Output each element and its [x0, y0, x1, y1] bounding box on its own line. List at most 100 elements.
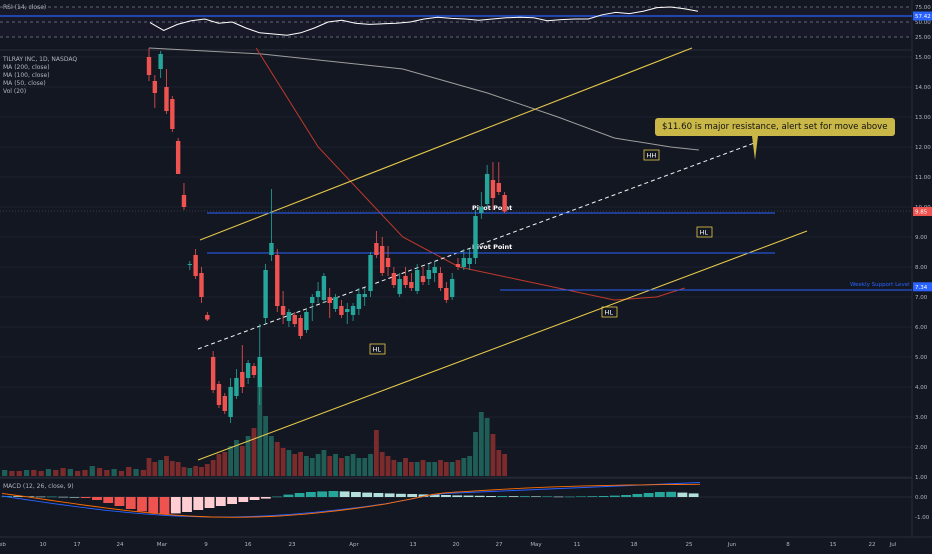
volume-bar	[133, 469, 139, 476]
price-tick-label: 1.00	[915, 475, 928, 481]
candle-body	[420, 276, 426, 282]
macd-hist-bar	[486, 496, 496, 497]
macd-hist-bar	[114, 497, 125, 506]
candle-body	[240, 372, 245, 387]
volume-bar	[286, 450, 292, 476]
macd-hist-bar	[339, 491, 350, 497]
hl-label-1: HL	[373, 346, 382, 354]
macd-hist-bar	[260, 497, 271, 499]
legend-ma100[interactable]: MA (100, close)	[3, 72, 50, 79]
volume-bar	[315, 454, 321, 476]
macd-hist-bar	[373, 493, 384, 497]
candle-body	[467, 258, 472, 264]
candlesticks[interactable]	[146, 48, 507, 423]
time-tick-label: 15	[830, 542, 837, 548]
volume-bar	[274, 442, 280, 476]
volume-bar	[234, 440, 239, 476]
time-axis[interactable]: Feb 10 17 24 Mar 9 16 23 Apr 13 20 27 May 11 18 25 Jun 8 1…	[0, 542, 897, 548]
support-price-label: 7.34	[915, 285, 928, 291]
candle-body	[222, 396, 227, 411]
price-tick-label: 13.00	[915, 115, 931, 121]
volume-bar	[216, 454, 222, 476]
time-tick-label: 22	[869, 542, 876, 548]
volume-bar	[158, 460, 164, 476]
time-tick-label: 25	[686, 542, 693, 548]
macd-hist-bar	[47, 496, 57, 498]
macd-hist-bar	[621, 495, 631, 497]
hl-label-2-box	[601, 306, 618, 318]
candle-body	[339, 306, 344, 315]
macd-hist-bar	[609, 495, 620, 497]
macd-hist-bar	[598, 496, 609, 497]
macd-hist-bar	[92, 497, 102, 500]
channel-upper-line	[199, 47, 693, 241]
candle-body	[403, 276, 408, 285]
channel-lower-line	[197, 230, 808, 461]
legend-ma200[interactable]: MA (200, close)	[3, 64, 50, 71]
hl-label-1-box	[369, 343, 386, 355]
candle-body	[187, 264, 193, 265]
time-tick-label: 9	[204, 542, 208, 548]
macd-hist-bar	[474, 495, 485, 497]
volume-bar	[126, 467, 132, 476]
macd-hist-bar	[182, 497, 192, 512]
candle-body	[310, 297, 315, 303]
volume-bar	[362, 458, 368, 476]
volume-bar	[484, 418, 490, 476]
macd-hist-bar	[328, 491, 339, 497]
volume-bar	[140, 470, 146, 476]
support-price-tag	[913, 282, 932, 292]
volume-bar	[397, 462, 403, 476]
volume-bar	[304, 456, 309, 476]
legend-vol[interactable]: Vol (20)	[3, 88, 27, 95]
candle-body	[479, 207, 484, 213]
volume-bar	[368, 454, 373, 476]
volume-bar	[199, 467, 204, 476]
rsi-tick-label: 25.00	[915, 35, 931, 41]
candle-body	[444, 288, 449, 300]
volume-bar	[169, 461, 175, 476]
volume-bar	[443, 462, 449, 476]
candle-body	[502, 195, 507, 212]
macd-hist-bar	[654, 492, 665, 497]
time-tick-label: 18	[631, 542, 638, 548]
macd-hist-bar	[215, 497, 226, 506]
macd-hist-bar	[283, 494, 294, 497]
time-tick-label: 27	[496, 542, 503, 548]
macd-hist-bar	[553, 496, 564, 498]
legend-ma50[interactable]: MA (50, close)	[3, 80, 46, 87]
volume-bar	[31, 470, 37, 476]
candle-body	[170, 99, 175, 129]
macd-hist-bar	[125, 497, 136, 509]
candle-body	[426, 270, 432, 279]
macd-hist-bar	[58, 496, 69, 498]
macd-hist-bar	[576, 496, 586, 497]
volume-bar	[23, 470, 30, 476]
macd-hist-bar	[463, 495, 474, 497]
macd-hist-bar	[351, 492, 361, 497]
macd-hist-bar	[452, 495, 463, 497]
volume-bar	[9, 471, 15, 476]
volume-bar	[350, 454, 356, 476]
trend-drawings[interactable]: Pivot Point Pivot Point Weekly Support Lev…	[0, 47, 912, 461]
time-tick-label: Jul	[889, 542, 897, 548]
volume-bar	[111, 469, 117, 476]
legend-symbol[interactable]: TILRAY INC, 1D, NASDAQ	[3, 56, 78, 63]
ma-50-line	[255, 47, 685, 301]
macd-hist-bar	[294, 493, 305, 497]
macd-hist-bar	[13, 496, 24, 497]
resistance-callout[interactable]: $11.60 is major resistance, alert set fo…	[655, 118, 895, 136]
volume-bar	[38, 471, 44, 476]
rsi-band	[0, 7, 912, 37]
price-tick-label: 5.00	[915, 355, 928, 361]
candle-body	[146, 57, 152, 75]
macd-hist-bar	[384, 493, 395, 497]
macd-hist-bar	[103, 497, 114, 503]
candle-body	[175, 141, 181, 174]
candle-body	[455, 264, 461, 267]
volume-bar	[426, 462, 432, 476]
price-axis[interactable]: 15.0014.0013.0012.0011.0010.009.008.007.…	[913, 55, 932, 481]
current-price-tag	[913, 207, 932, 216]
